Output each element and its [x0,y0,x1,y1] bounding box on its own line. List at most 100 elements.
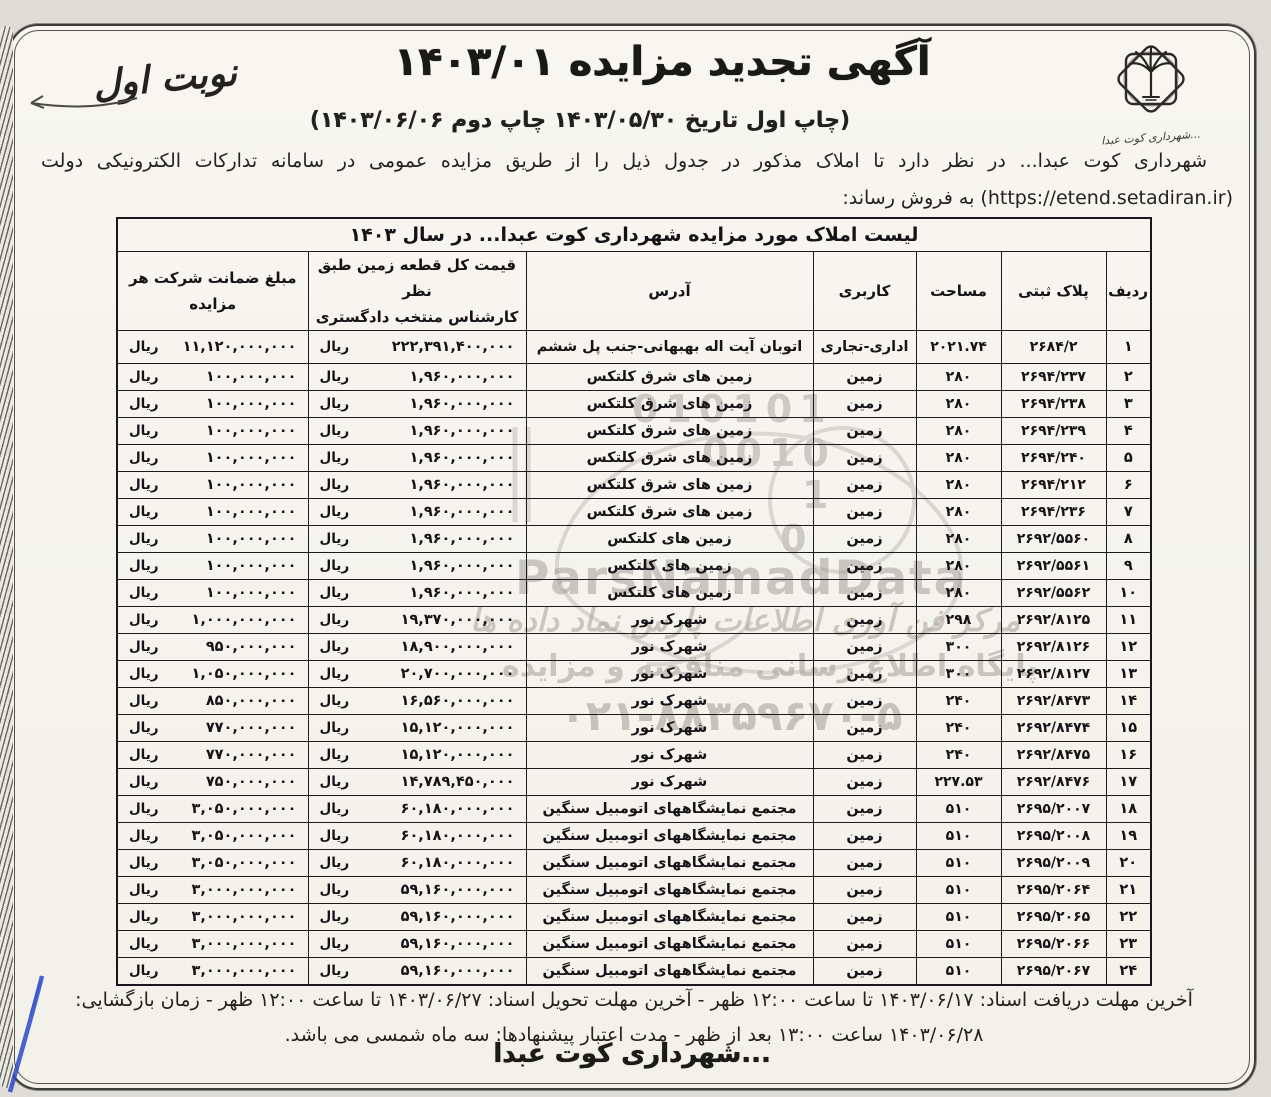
cell-no: ۲۰ [1105,849,1152,878]
price-value: ۱,۹۶۰,۰۰۰,۰۰۰ [409,450,515,467]
cell-address: اتوبان آیت اله بهبهانی-جنب پل ششم [525,330,814,365]
cell-usage: زمین [812,606,917,635]
price-value: ۱,۹۶۰,۰۰۰,۰۰۰ [409,396,515,413]
cell-plate: ۲۶۹۲/۸۴۷۵ [1000,741,1107,770]
notice-inner-border: نوبت اول [14,30,1250,1084]
deposit-value: ۱۰۰,۰۰۰,۰۰۰ [205,369,297,386]
price-value: ۶۰,۱۸۰,۰۰۰,۰۰۰ [400,828,515,845]
cell-deposit: ۱۰۰,۰۰۰,۰۰۰ ریال [116,444,309,473]
cell-address: زمین های کلتکس [525,552,814,581]
currency-label: ریال [128,612,159,629]
plate-value: ۲۶۹۲/۵۵۶۲ [1016,585,1091,602]
area-value: ۲۸۰ [945,585,972,602]
area-value: ۲۴۰ [945,693,972,710]
currency-label: ریال [128,936,159,953]
table-title: لیست املاک مورد مزایده شهرداری کوت عبدا.… [116,217,1152,252]
area-value: ۲۴۰ [945,747,972,764]
plate-value: ۲۶۹۲/۸۴۷۵ [1016,747,1091,764]
currency-label: ریال [319,828,350,845]
currency-label: ریال [319,585,350,602]
plate-value: ۲۶۹۲/۵۵۶۱ [1016,558,1091,575]
cell-area: ۲۸۰ [915,471,1002,500]
cell-no: ۱۲ [1105,633,1152,662]
currency-label: ریال [319,558,350,575]
cell-plate: ۲۶۹۴/۲۳۸ [1000,390,1107,419]
price-value: ۵۹,۱۶۰,۰۰۰,۰۰۰ [400,909,515,926]
plate-value: ۲۶۹۴/۲۳۹ [1021,423,1086,440]
price-value: ۱۶,۵۶۰,۰۰۰,۰۰۰ [400,693,515,710]
currency-label: ریال [128,531,159,548]
cell-no: ۱۶ [1105,741,1152,770]
cell-price: ۱,۹۶۰,۰۰۰,۰۰۰ ریال [307,498,527,527]
plate-value: ۲۶۹۵/۲۰۰۸ [1016,828,1091,845]
cell-deposit: ۳,۰۵۰,۰۰۰,۰۰۰ ریال [116,849,309,878]
cell-area: ۲۴۰ [915,714,1002,743]
currency-label: ریال [319,531,350,548]
cell-plate: ۲۶۹۴/۲۳۶ [1000,498,1107,527]
cell-price: ۱۸,۹۰۰,۰۰۰,۰۰۰ ریال [307,633,527,662]
cell-area: ۲۲۷.۵۳ [915,768,1002,797]
table-row: ۶ ۲۶۹۴/۲۱۲ ۲۸۰ زمین زمین های شرق کلتکس ۱,۹۶۰,… [116,471,1152,500]
currency-label: ریال [319,936,350,953]
cell-no: ۸ [1105,525,1152,554]
deposit-value: ۳,۰۰۰,۰۰۰,۰۰۰ [191,963,297,979]
area-value: ۲۸۰ [945,477,972,494]
plate-value: ۲۶۹۴/۲۳۶ [1021,504,1086,521]
cell-no: ۱۹ [1105,822,1152,851]
cell-no: ۱۳ [1105,660,1152,689]
price-value: ۱,۹۶۰,۰۰۰,۰۰۰ [409,423,515,440]
cell-plate: ۲۶۹۲/۸۴۷۶ [1000,768,1107,797]
plate-value: ۲۶۹۴/۲۱۲ [1021,477,1086,494]
cell-no: ۷ [1105,498,1152,527]
currency-label: ریال [128,720,159,737]
plate-value: ۲۶۹۴/۲۴۰ [1021,450,1086,467]
cell-deposit: ۱۰۰,۰۰۰,۰۰۰ ریال [116,471,309,500]
cell-no: ۳ [1105,390,1152,419]
cell-deposit: ۳,۰۵۰,۰۰۰,۰۰۰ ریال [116,822,309,851]
cell-deposit: ۳,۰۵۰,۰۰۰,۰۰۰ ریال [116,795,309,824]
cell-price: ۱۵,۱۲۰,۰۰۰,۰۰۰ ریال [307,714,527,743]
price-value: ۱,۹۶۰,۰۰۰,۰۰۰ [409,369,515,386]
currency-label: ریال [128,450,159,467]
plate-value: ۲۶۹۵/۲۰۶۷ [1016,963,1091,979]
cell-no: ۶ [1105,471,1152,500]
cell-area: ۵۱۰ [915,903,1002,932]
cell-plate: ۲۶۹۵/۲۰۰۹ [1000,849,1107,878]
cell-price: ۵۹,۱۶۰,۰۰۰,۰۰۰ ریال [307,930,527,959]
cell-deposit: ۸۵۰,۰۰۰,۰۰۰ ریال [116,687,309,716]
plate-value: ۲۶۹۲/۸۱۲۶ [1016,639,1091,656]
cell-deposit: ۱۰۰,۰۰۰,۰۰۰ ریال [116,363,309,392]
cell-deposit: ۷۷۰,۰۰۰,۰۰۰ ریال [116,714,309,743]
cell-plate: ۲۶۹۵/۲۰۶۴ [1000,876,1107,905]
table-row: ۵ ۲۶۹۴/۲۴۰ ۲۸۰ زمین زمین های شرق کلتکس ۱,۹۶۰,… [116,444,1152,473]
cell-address: مجتمع نمایشگاههای اتومبیل سنگین [525,795,814,824]
currency-label: ریال [319,855,350,872]
plate-value: ۲۶۹۴/۲۳۸ [1021,396,1086,413]
cell-plate: ۲۶۹۲/۸۱۲۶ [1000,633,1107,662]
currency-label: ریال [319,423,350,440]
cell-address: مجتمع نمایشگاههای اتومبیل سنگین [525,957,814,986]
cell-usage: زمین [812,525,917,554]
deposit-value: ۱۰۰,۰۰۰,۰۰۰ [205,396,297,413]
price-value: ۶۰,۱۸۰,۰۰۰,۰۰۰ [400,801,515,818]
cell-no: ۲۳ [1105,930,1152,959]
table-row: ۳ ۲۶۹۴/۲۳۸ ۲۸۰ زمین زمین های شرق کلتکس ۱,۹۶۰,… [116,390,1152,419]
currency-label: ریال [319,450,350,467]
currency-label: ریال [128,747,159,764]
cell-plate: ۲۶۹۲/۵۵۶۱ [1000,552,1107,581]
price-value: ۱,۹۶۰,۰۰۰,۰۰۰ [409,504,515,521]
cell-plate: ۲۶۹۲/۸۴۷۳ [1000,687,1107,716]
area-value: ۲۸۰ [945,504,972,521]
cell-usage: زمین [812,795,917,824]
column-header-2: مساحت [915,250,1002,332]
properties-table: لیست املاک مورد مزایده شهرداری کوت عبدا.… [115,217,1152,986]
currency-label: ریال [319,693,350,710]
cell-area: ۲۸۰ [915,444,1002,473]
binding-edge [0,26,13,1088]
currency-label: ریال [319,369,350,386]
area-value: ۵۱۰ [945,828,972,845]
cell-plate: ۲۶۹۴/۲۳۹ [1000,417,1107,446]
cell-deposit: ۱۰۰,۰۰۰,۰۰۰ ریال [116,525,309,554]
cell-address: شهرک نور [525,606,814,635]
deposit-value: ۱۰۰,۰۰۰,۰۰۰ [205,531,297,548]
